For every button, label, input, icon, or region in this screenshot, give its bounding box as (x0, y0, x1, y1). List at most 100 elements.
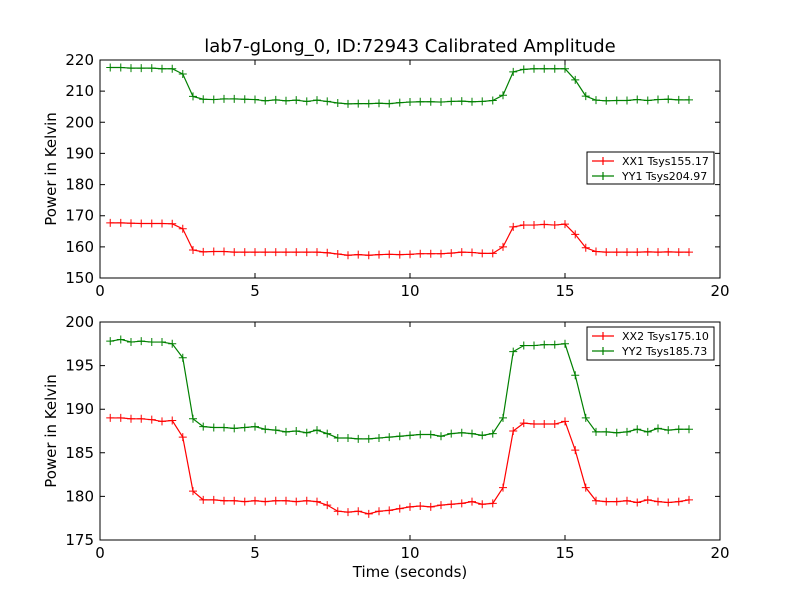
y-tick-label: 150 (65, 269, 94, 287)
data-point (230, 94, 239, 103)
x-tick-label: 10 (400, 282, 419, 300)
data-point (457, 97, 466, 106)
x-tick-label: 0 (95, 544, 105, 562)
data-point (685, 495, 693, 504)
data-point (199, 422, 208, 431)
x-tick-label: 20 (710, 544, 729, 562)
data-point (592, 496, 600, 505)
data-point (158, 64, 166, 73)
data-point (540, 64, 549, 73)
data-point (499, 91, 507, 100)
data-point (323, 429, 332, 438)
data-point (550, 340, 559, 349)
data-point (602, 497, 611, 506)
y-tick-label: 160 (65, 238, 94, 256)
data-point (313, 426, 321, 435)
series-2-1 (106, 413, 693, 518)
data-point (364, 99, 373, 108)
data-point (323, 501, 332, 510)
data-point (468, 497, 476, 506)
data-point (592, 96, 600, 105)
data-point (488, 96, 497, 105)
data-point (478, 500, 487, 509)
x-tick-label: 5 (250, 544, 260, 562)
legend-label: XX2 Tsys175.10 (622, 330, 709, 343)
data-point (416, 430, 425, 439)
data-point (478, 249, 487, 258)
data-point (189, 487, 197, 496)
data-point (333, 250, 342, 259)
data-point (685, 95, 693, 104)
data-point (209, 95, 218, 104)
data-point (127, 338, 135, 347)
data-point (468, 248, 476, 257)
data-point (488, 429, 497, 438)
data-point (168, 416, 177, 425)
data-point (561, 339, 569, 348)
data-point (447, 249, 456, 258)
data-point (271, 248, 280, 257)
data-point (158, 219, 166, 228)
data-point (519, 419, 528, 428)
data-point (106, 413, 115, 422)
data-point (468, 97, 476, 106)
data-point (178, 353, 187, 362)
data-point (323, 97, 332, 106)
data-point (643, 427, 652, 436)
data-point (499, 242, 507, 251)
data-point (147, 219, 156, 228)
data-point (220, 423, 228, 432)
data-point (488, 499, 497, 508)
data-point (571, 230, 580, 239)
data-point (302, 97, 311, 106)
data-point (230, 248, 239, 257)
data-point (344, 433, 352, 442)
data-point (612, 96, 621, 105)
data-point (302, 428, 311, 437)
data-point (561, 220, 569, 229)
data-point (147, 64, 156, 73)
y-axis-label: Power in Kelvin (42, 374, 60, 488)
y-tick-label: 200 (65, 313, 94, 331)
data-point (344, 508, 352, 517)
data-point (581, 483, 590, 492)
data-point (333, 433, 342, 442)
data-point (530, 420, 538, 429)
data-point (302, 248, 311, 257)
data-point (437, 249, 445, 258)
data-point (158, 417, 166, 426)
data-point (313, 497, 321, 506)
data-point (375, 507, 383, 516)
data-point (571, 446, 580, 455)
legend-label: XX1 Tsys155.17 (622, 155, 709, 168)
data-point (116, 413, 125, 422)
data-point (282, 427, 290, 436)
data-point (581, 92, 590, 101)
data-point (261, 248, 270, 257)
data-point (395, 98, 404, 107)
y-tick-label: 180 (65, 176, 94, 194)
y-tick-label: 190 (65, 144, 94, 162)
data-point (127, 219, 135, 228)
data-point (385, 433, 394, 442)
data-point (416, 249, 425, 258)
data-point (550, 64, 559, 73)
data-point (209, 247, 218, 256)
data-point (426, 430, 435, 439)
series-2-2 (106, 335, 693, 443)
data-point (158, 338, 166, 347)
series-1-2 (106, 63, 693, 108)
data-point (623, 248, 631, 257)
data-point (581, 413, 590, 422)
x-tick-label: 5 (250, 282, 260, 300)
data-point (147, 338, 156, 347)
data-point (199, 247, 208, 256)
data-point (313, 248, 321, 257)
x-axis-label: Time (seconds) (352, 563, 468, 581)
data-point (375, 433, 383, 442)
data-point (189, 245, 197, 254)
data-point (344, 251, 352, 260)
data-point (354, 434, 363, 443)
data-point (437, 98, 445, 107)
data-point (633, 425, 642, 434)
